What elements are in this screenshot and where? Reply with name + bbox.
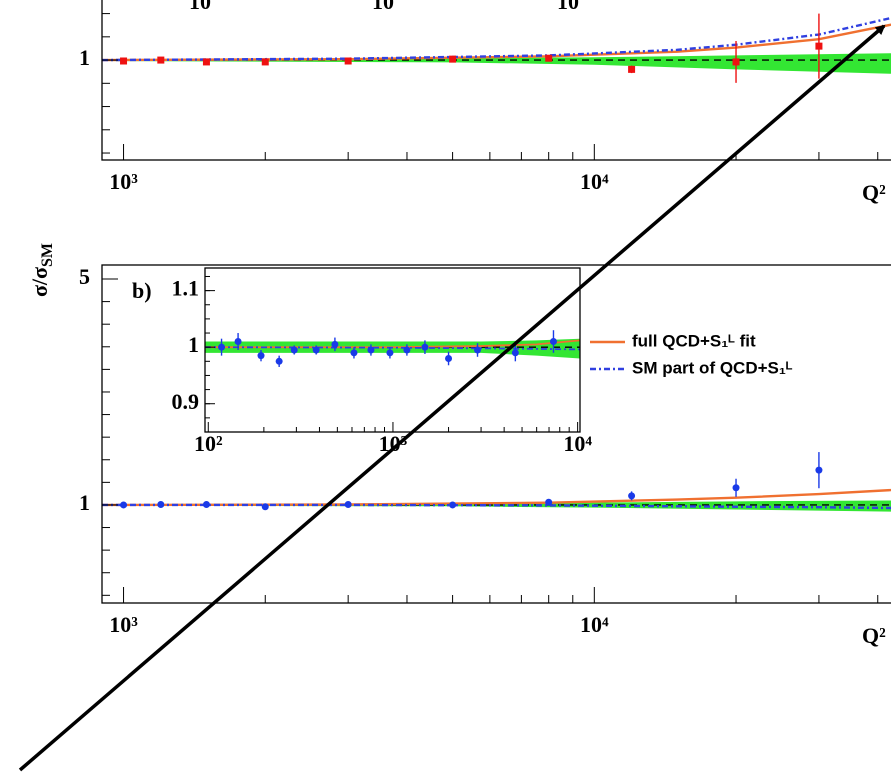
data-point xyxy=(157,56,165,64)
data-point xyxy=(386,349,394,357)
data-point xyxy=(474,346,482,354)
y-axis-label: σ/σSM xyxy=(27,243,56,297)
panel: 10³ 10⁴ 1 5 Q² b) σ/σSM full QCD+S₁ᴸ fit SM part… xyxy=(27,243,891,648)
inset-tick-label: 10 xyxy=(189,0,211,14)
data-point xyxy=(202,500,210,508)
fit-curve xyxy=(102,23,891,62)
plot-area xyxy=(205,330,580,367)
y-tick-label: 1 xyxy=(79,45,90,70)
x-axis-label: Q² xyxy=(862,180,886,205)
fit-curve xyxy=(102,503,891,510)
plot-frame xyxy=(101,0,891,161)
data-point xyxy=(261,58,269,66)
fit-curve xyxy=(205,346,580,351)
y-tick-label: 0.9 xyxy=(172,389,200,414)
x-tick-label: 10³ xyxy=(379,431,408,456)
data-point xyxy=(344,500,352,508)
data-point xyxy=(120,501,128,509)
data-point xyxy=(312,346,320,354)
inset-tick-label: 10 xyxy=(557,0,579,14)
y-tick-label: 1.1 xyxy=(172,276,200,301)
inset-tick-label: 10 xyxy=(372,0,394,14)
legend-label: SM part of QCD+S₁ᴸ xyxy=(632,358,793,377)
plot-frame xyxy=(101,264,891,604)
x-axis-label: Q² xyxy=(862,623,886,648)
plot-area xyxy=(102,13,891,83)
data-point xyxy=(234,338,242,346)
plot-area xyxy=(102,452,891,512)
data-point xyxy=(344,57,352,65)
data-point xyxy=(202,58,210,66)
y-tick-label: 1 xyxy=(188,332,199,357)
data-point xyxy=(261,503,269,511)
y-axis-label-main: σ/σ xyxy=(27,267,52,297)
x-tick-label: 10⁴ xyxy=(580,612,609,637)
data-point xyxy=(545,498,553,506)
fit-curve xyxy=(102,16,891,62)
panel-label: b) xyxy=(132,278,152,303)
data-point xyxy=(449,55,457,63)
data-point xyxy=(350,349,358,357)
data-point xyxy=(120,57,128,65)
data-point xyxy=(421,343,429,351)
y-tick-label: 5 xyxy=(79,264,90,289)
data-point xyxy=(549,338,557,346)
data-point xyxy=(815,466,823,474)
panel: 10³ 10⁴ 1 Q² 10 10 10 xyxy=(79,0,891,205)
data-point xyxy=(511,349,519,357)
data-point xyxy=(449,501,457,509)
uncertainty-band xyxy=(102,53,891,74)
data-point xyxy=(275,357,283,365)
x-tick-label: 10³ xyxy=(109,169,138,194)
data-point xyxy=(815,42,823,50)
data-point xyxy=(290,346,298,354)
data-point xyxy=(628,65,636,73)
legend-label: full QCD+S₁ᴸ fit xyxy=(632,331,756,350)
data-point xyxy=(331,340,339,348)
data-point xyxy=(257,352,265,360)
x-tick-label: 10² xyxy=(194,431,223,456)
data-point xyxy=(628,492,636,500)
data-point xyxy=(732,484,740,492)
data-point xyxy=(218,343,226,351)
data-point xyxy=(367,346,375,354)
data-point xyxy=(545,54,553,62)
data-point xyxy=(732,58,740,66)
x-tick-label: 10⁴ xyxy=(563,431,592,456)
x-tick-label: 10⁴ xyxy=(580,169,609,194)
panel: 10² 10³ 10⁴ 0.9 1 1.1 xyxy=(172,267,592,456)
data-point xyxy=(403,346,411,354)
annotation-arrow xyxy=(18,24,886,772)
x-tick-label: 10³ xyxy=(109,612,138,637)
y-axis-label-sub: SM xyxy=(39,243,56,267)
data-point xyxy=(157,500,165,508)
y-tick-label: 1 xyxy=(79,490,90,515)
data-point xyxy=(445,354,453,362)
